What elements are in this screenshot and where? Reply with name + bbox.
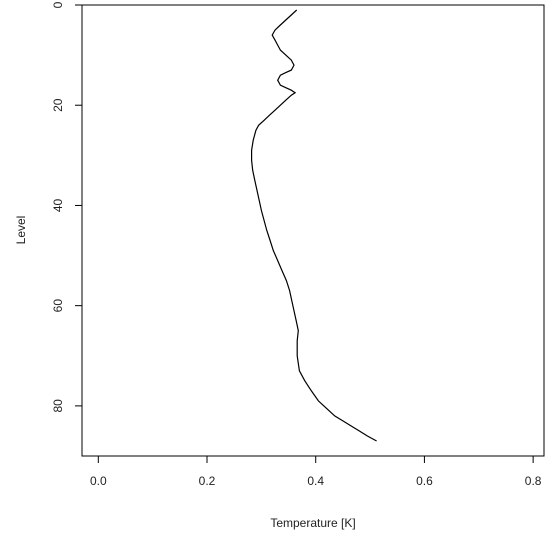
x-axis: 0.0 0.2 0.4 0.6 0.8 [90,456,542,488]
x-tick-label: 0.6 [416,474,433,488]
y-tick-label: 0 [51,1,65,8]
temperature-profile-line [251,9,377,442]
y-tick-label: 20 [51,98,65,112]
x-tick-label: 0.2 [199,474,216,488]
y-axis: 0 20 40 60 80 [51,1,82,413]
x-tick-label: 0.4 [307,474,324,488]
y-tick-label: 80 [51,399,65,413]
y-tick-label: 40 [51,198,65,212]
x-axis-label: Temperature [K] [270,516,355,530]
x-tick-label: 0.0 [90,474,107,488]
x-tick-label: 0.8 [525,474,542,488]
plot-frame [81,4,545,457]
y-tick-label: 60 [51,299,65,313]
y-axis-label: Level [14,216,28,245]
